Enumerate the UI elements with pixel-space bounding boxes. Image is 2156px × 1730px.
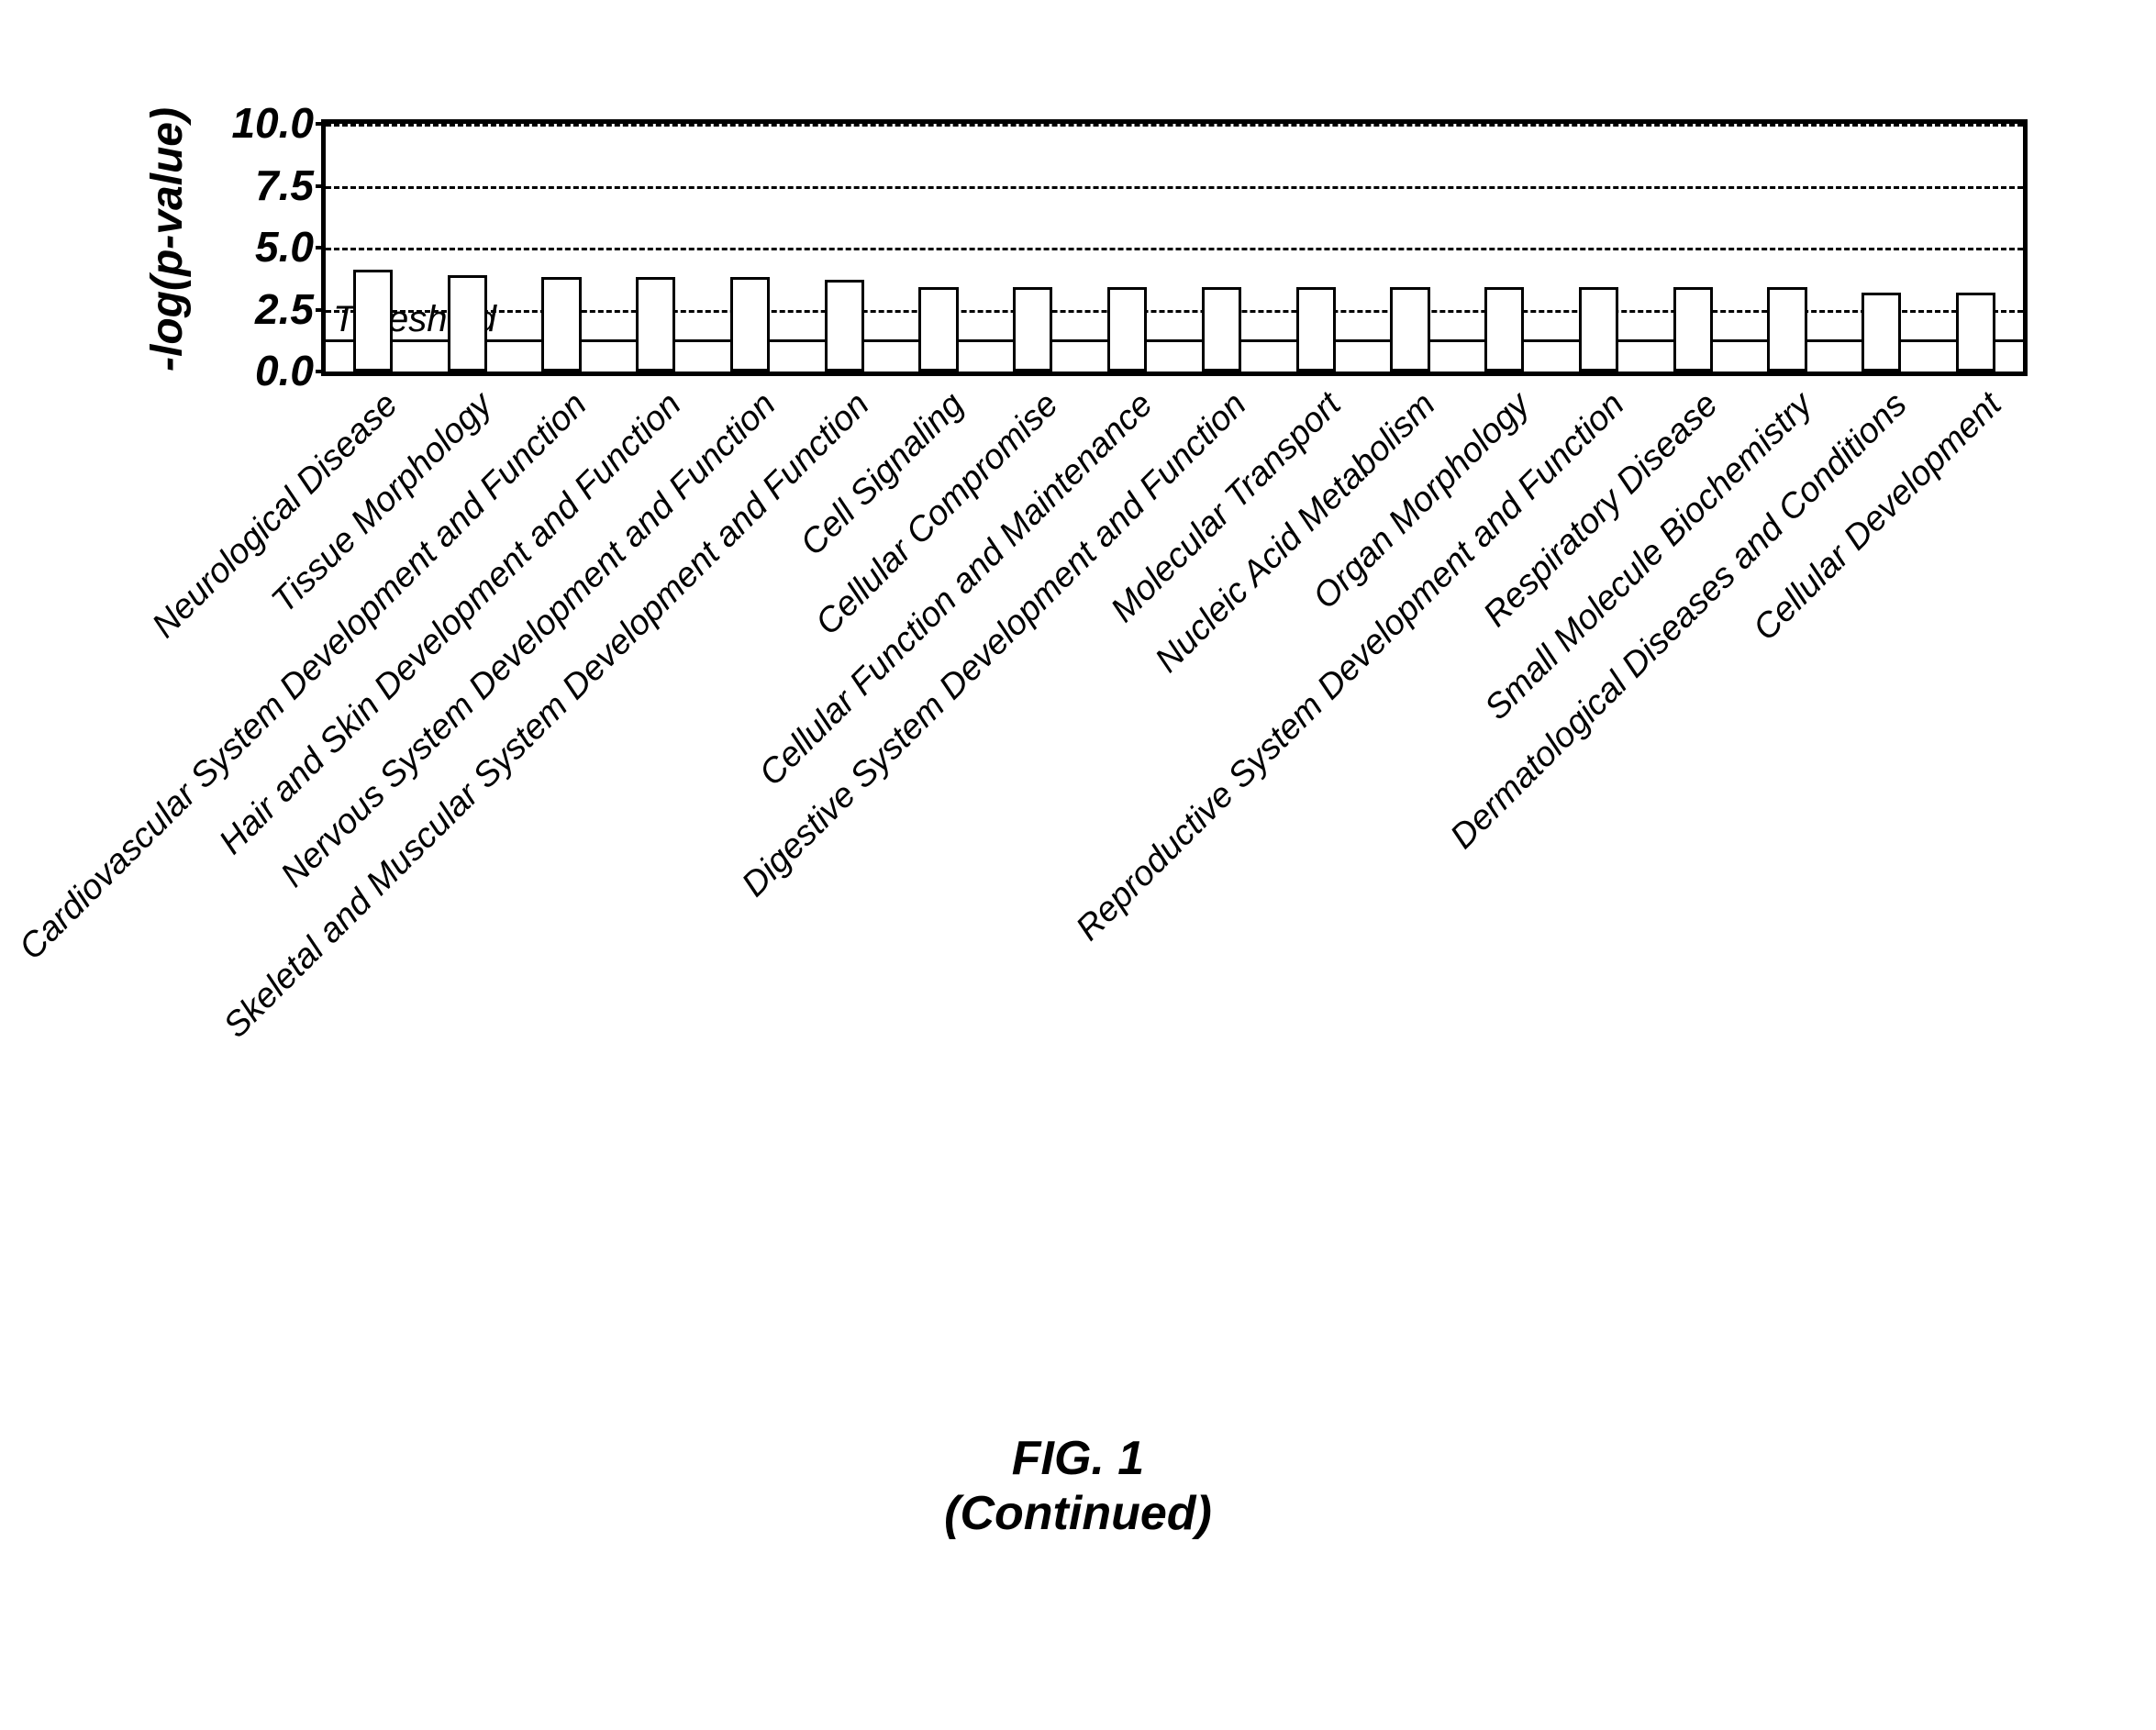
bar bbox=[1013, 287, 1052, 372]
bar bbox=[636, 277, 675, 372]
bar bbox=[730, 277, 770, 372]
bar bbox=[918, 287, 958, 372]
plot-area: Threshold bbox=[321, 119, 2028, 376]
bar bbox=[1390, 287, 1429, 372]
y-tick-label: 10.0 bbox=[213, 98, 314, 148]
caption-line-1: FIG. 1 bbox=[0, 1431, 2156, 1486]
bar bbox=[448, 275, 487, 372]
y-tick-label: 7.5 bbox=[213, 161, 314, 210]
page: -log(p-value) 0.0 2.5 5.0 7.5 10.0 Threshold… bbox=[0, 0, 2156, 1730]
figure-caption: FIG. 1 (Continued) bbox=[0, 1431, 2156, 1541]
bar bbox=[1296, 287, 1336, 372]
bars bbox=[326, 124, 2023, 372]
bar bbox=[1673, 287, 1713, 372]
y-tick-label: 2.5 bbox=[213, 284, 314, 334]
chart: -log(p-value) 0.02.55.07.510.0 Threshold… bbox=[128, 119, 2028, 1403]
bar bbox=[1202, 287, 1241, 372]
y-tick-label: 0.0 bbox=[213, 346, 314, 395]
bar bbox=[1579, 287, 1618, 372]
bar bbox=[1484, 287, 1524, 372]
bar bbox=[1956, 293, 1995, 372]
bar bbox=[1767, 287, 1806, 372]
bar bbox=[825, 280, 864, 372]
bar bbox=[541, 277, 581, 372]
bar bbox=[1107, 287, 1147, 372]
caption-line-2: (Continued) bbox=[0, 1486, 2156, 1541]
bar bbox=[353, 270, 393, 372]
y-tick-label: 5.0 bbox=[213, 222, 314, 272]
y-axis-label: -log(p-value) bbox=[142, 107, 193, 372]
bar bbox=[1861, 293, 1901, 372]
